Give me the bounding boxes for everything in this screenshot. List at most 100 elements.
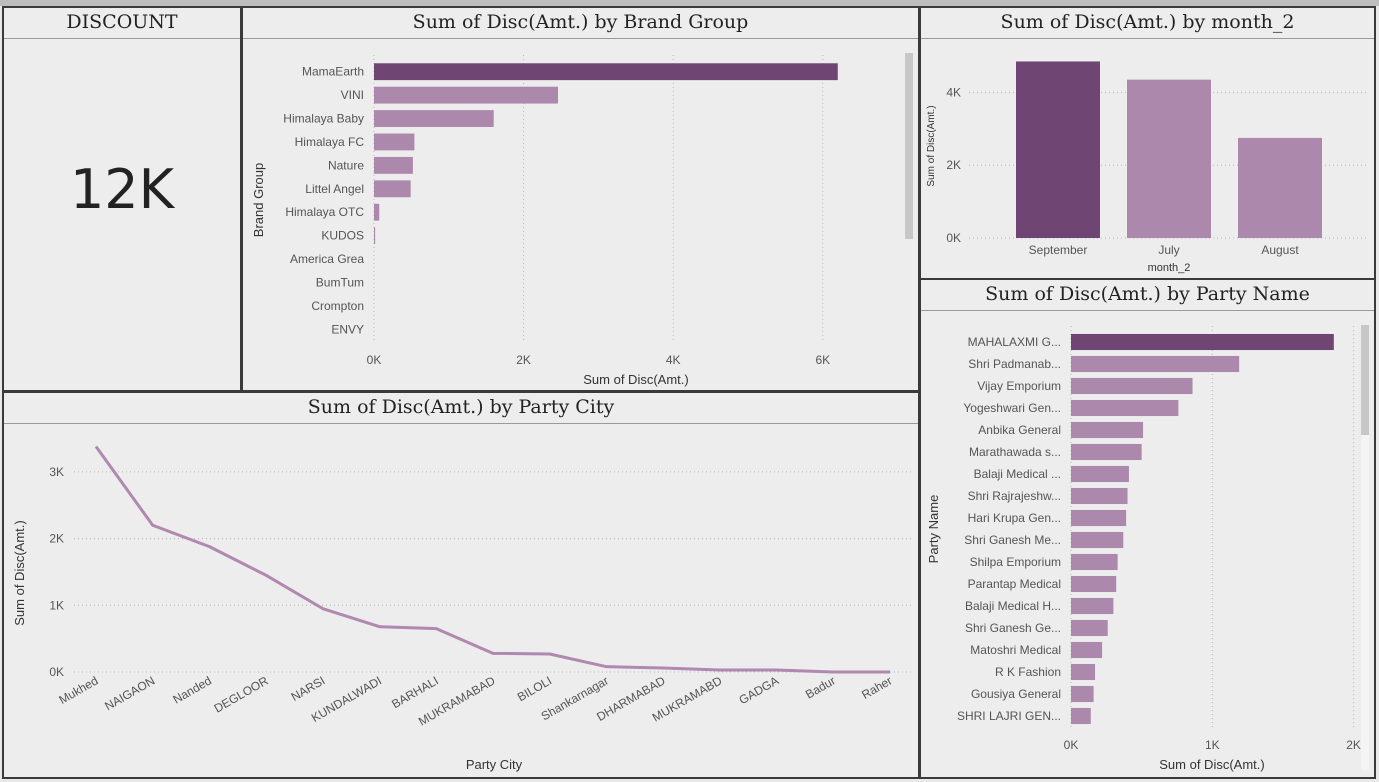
category-label-july: July: [1158, 243, 1179, 257]
brand-chart-title: Sum of Disc(Amt.) by Brand Group: [243, 8, 918, 39]
y-tick-label: 4K: [946, 85, 961, 99]
data-point-mukramabad[interactable]: [491, 651, 495, 655]
bar-marathawada-s[interactable]: [1071, 443, 1142, 461]
x-tick-label-narsi: NARSI: [289, 673, 328, 703]
category-label-shri-ganesh-me: Shri Ganesh Me...: [964, 533, 1061, 547]
data-point-mukhed[interactable]: [94, 445, 98, 449]
bar-vijay-emporium[interactable]: [1071, 377, 1193, 395]
bar-nature[interactable]: [374, 156, 413, 174]
category-label-r-k-fashion: R K Fashion: [995, 665, 1061, 679]
bar-shilpa-emporium[interactable]: [1071, 553, 1118, 571]
month-chart-title: Sum of Disc(Amt.) by month_2: [921, 8, 1374, 39]
bar-himalaya-fc[interactable]: [374, 133, 415, 151]
x-tick-label: 6K: [815, 353, 830, 367]
bar-matoshri-medical[interactable]: [1071, 641, 1103, 659]
data-point-barhali[interactable]: [434, 627, 438, 631]
data-point-badur[interactable]: [831, 670, 835, 674]
data-point-biloli[interactable]: [548, 652, 552, 656]
city-chart-title: Sum of Disc(Amt.) by Party City: [4, 393, 918, 424]
party-name-chart: 0K 1K 2K MAHALAXMI G... Shri Padmanab... Vija…: [926, 326, 1361, 772]
bar-anbika-general[interactable]: [1071, 421, 1144, 439]
bar-himalaya-baby[interactable]: [374, 110, 494, 127]
x-tick-label-degloor: DEGLOOR: [212, 673, 271, 715]
brand-group-chart-panel[interactable]: Sum of Disc(Amt.) by Brand Group 0K 2K 4K 6…: [241, 6, 920, 392]
bar-shri-padmanab[interactable]: [1071, 355, 1240, 373]
x-tick-label-raher: Raher: [859, 673, 894, 701]
category-label-anbika-general: Anbika General: [978, 423, 1061, 437]
category-label-shilpa-emporium: Shilpa Emporium: [970, 555, 1061, 569]
x-tick-label-nanded: Nanded: [171, 673, 214, 706]
y-tick-label: 0K: [49, 665, 64, 679]
party-city-chart-panel[interactable]: Sum of Disc(Amt.) by Party City 0K 1K 2K 3K…: [2, 391, 920, 779]
bar-mamaearth[interactable]: [374, 63, 838, 81]
y-tick-label: 0K: [946, 231, 961, 245]
brand-chart-scroll-thumb[interactable]: [905, 53, 913, 239]
bar-hari-krupa-gen[interactable]: [1071, 509, 1127, 527]
bar-yogeshwari-gen[interactable]: [1071, 399, 1179, 417]
category-label-shri-ganesh-ge: Shri Ganesh Ge...: [965, 621, 1061, 635]
x-axis-title: Sum of Disc(Amt.): [1159, 757, 1264, 772]
month-chart-panel[interactable]: Sum of Disc(Amt.) by month_2 0K 2K 4K Septe…: [919, 6, 1376, 280]
x-tick-label: 2K: [1346, 738, 1361, 752]
x-tick-label: 0K: [1064, 738, 1079, 752]
category-label-balaji-medical-h: Balaji Medical H...: [965, 599, 1061, 613]
bar-shri-rajrajeshw[interactable]: [1071, 487, 1128, 505]
bar-parantap-medical[interactable]: [1071, 575, 1117, 593]
data-point-naigaon[interactable]: [151, 523, 155, 527]
bar-shri-lajri-gen[interactable]: [1071, 707, 1091, 725]
data-point-raher[interactable]: [888, 670, 892, 674]
y-tick-label: 2K: [946, 158, 961, 172]
category-label-littel-angel: Littel Angel: [305, 182, 364, 196]
x-tick-label: 4K: [666, 353, 681, 367]
data-point-degloor[interactable]: [264, 573, 268, 577]
data-point-nanded[interactable]: [207, 545, 211, 549]
category-label-crompton: Crompton: [311, 299, 364, 313]
category-label-september: September: [1029, 243, 1088, 257]
bar-july[interactable]: [1127, 79, 1211, 238]
party-name-chart-panel[interactable]: Sum of Disc(Amt.) by Party Name 0K 1K 2K MA…: [919, 278, 1376, 779]
brand-chart-scrollbar[interactable]: [905, 53, 913, 239]
kpi-title: DISCOUNT: [4, 8, 240, 39]
category-label-mahalaxmi-g: MAHALAXMI G...: [968, 335, 1061, 349]
x-tick-label: 0K: [367, 353, 382, 367]
data-point-narsi[interactable]: [321, 607, 325, 611]
kpi-card[interactable]: DISCOUNT 12K: [2, 6, 242, 392]
category-label-kudos: KUDOS: [321, 229, 364, 243]
x-axis-title: Party City: [466, 757, 523, 772]
bar-littel-angel[interactable]: [374, 180, 411, 198]
x-tick-label-gadga: GADGA: [737, 673, 782, 707]
category-label-shri-rajrajeshw: Shri Rajrajeshw...: [968, 489, 1061, 503]
bar-shri-ganesh-ge[interactable]: [1071, 619, 1108, 637]
bar-shri-ganesh-me[interactable]: [1071, 531, 1124, 549]
bar-balaji-medical-h[interactable]: [1071, 597, 1114, 615]
y-axis-title: Sum of Disc(Amt.): [12, 520, 27, 625]
bar-mahalaxmi-g[interactable]: [1071, 333, 1334, 351]
category-label-matoshri-medical: Matoshri Medical: [970, 643, 1061, 657]
category-label-bumtum: BumTum: [316, 275, 364, 289]
data-point-mukramabd[interactable]: [718, 668, 722, 672]
bar-r-k-fashion[interactable]: [1071, 663, 1096, 681]
x-tick-label: 2K: [516, 353, 531, 367]
party-chart-title: Sum of Disc(Amt.) by Party Name: [921, 280, 1374, 311]
bar-september[interactable]: [1016, 61, 1100, 239]
category-label-himalaya-fc: Himalaya FC: [295, 135, 365, 149]
y-axis-title: Sum of Disc(Amt.): [926, 105, 937, 186]
bar-kudos[interactable]: [374, 227, 376, 245]
bar-august[interactable]: [1238, 137, 1322, 238]
bar-vini[interactable]: [374, 86, 559, 104]
data-point-kundalwadi[interactable]: [378, 625, 382, 629]
bar-balaji-medical[interactable]: [1071, 465, 1129, 483]
category-label-america-grea: America Grea: [290, 252, 364, 266]
data-point-gadga[interactable]: [775, 668, 779, 672]
category-label-august: August: [1261, 243, 1299, 257]
x-tick-label-naigaon: NAIGAON: [102, 673, 157, 713]
party-chart-scrollbar[interactable]: [1361, 325, 1369, 770]
category-label-hari-krupa-gen: Hari Krupa Gen...: [968, 511, 1061, 525]
bar-gousiya-general[interactable]: [1071, 685, 1094, 703]
top-bar: [0, 0, 1379, 6]
bar-himalaya-otc[interactable]: [374, 203, 380, 221]
party-chart-scroll-thumb[interactable]: [1361, 325, 1369, 435]
data-point-shankarnagar[interactable]: [604, 665, 608, 669]
data-point-dharmabad[interactable]: [661, 666, 665, 670]
